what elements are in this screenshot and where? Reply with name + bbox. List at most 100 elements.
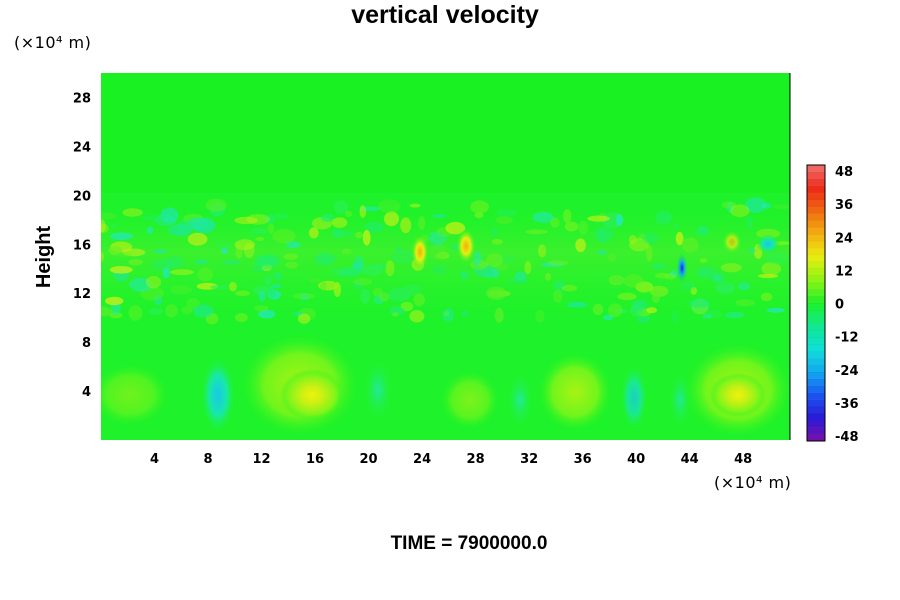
chart-title: vertical velocity [351,1,539,29]
turbulence-blob [748,247,756,254]
colorbar-swatch [807,344,825,352]
x-tick-label: 20 [360,452,378,467]
x-tick-label: 12 [252,452,270,467]
turbulence-blob [597,249,607,255]
turbulence-blob [629,238,649,252]
colorbar-swatch [807,206,825,214]
turbulence-blob [561,284,578,292]
colorbar-swatch [807,234,825,242]
turbulence-blob [332,229,345,238]
turbulence-blob [344,230,354,237]
turbulence-blob [746,216,753,229]
turbulence-blob [429,231,441,236]
turbulence-blob [258,309,276,319]
turbulent-band [101,200,790,330]
y-unit-label: (×10⁴ m) [14,33,91,52]
turbulence-blob [337,267,361,278]
turbulence-blob [266,285,276,299]
turbulence-blob [297,313,311,324]
colorbar-swatch [807,185,825,193]
turbulence-blob [483,272,499,278]
turbulence-blob [566,301,588,308]
colorbar-tick-label: 0 [835,298,844,313]
turbulence-blob [101,223,109,233]
turbulence-blob [766,307,785,313]
turbulence-blob [205,198,227,212]
colorbar-swatch [807,254,825,262]
colorbar-swatch [807,275,825,283]
turbulence-blob [443,310,450,317]
x-tick-label: 16 [306,452,324,467]
colorbar-tick-label: -12 [835,331,859,346]
turbulence-blob [435,251,450,260]
turbulence-blob [597,228,608,244]
turbulence-blob [153,249,168,254]
colorbar-tick-label: -24 [835,364,859,379]
turbulence-blob [378,199,401,214]
turbulence-blob [547,260,569,266]
turbulence-blob [445,221,466,235]
x-axis: 4 8 12 16 20 24 28 32 36 40 44 48 [150,452,752,467]
turbulence-blob [697,225,709,236]
turbulence-blob [355,231,363,239]
colorbar-tick-label: -48 [835,430,859,445]
turbulence-blobs [101,197,790,325]
colorbar-swatch [807,199,825,207]
colorbar-swatch [807,171,825,179]
turbulence-blob [197,267,213,282]
colorbar-swatch [807,303,825,311]
turbulence-blob [365,221,384,233]
turbulence-blob [616,213,623,226]
colorbar-swatch [807,385,825,393]
turbulence-blob [142,214,165,221]
colorbar-swatch [807,372,825,380]
turbulence-blob [391,249,415,264]
y-tick-label: 24 [73,140,91,155]
colorbar-swatch [807,213,825,221]
turbulence-blob [285,241,301,249]
turbulence-blob [532,211,554,223]
colorbar-swatch [807,316,825,324]
updraft-upper-3 [722,230,742,254]
turbulence-blob [128,259,143,266]
turbulence-blob [264,214,276,224]
turbulence-blob [333,282,341,297]
turbulence-blob [486,286,507,300]
turbulence-blob [234,239,256,251]
turbulence-blob [550,217,560,228]
plot-area [101,73,790,440]
x-tick-label: 36 [574,452,592,467]
turbulence-blob [535,309,545,323]
turbulence-blob [186,298,200,309]
turbulence-blob [544,272,551,281]
upper-field [101,73,790,193]
turbulence-blob [664,273,677,280]
turbulence-blob [193,259,209,265]
colorbar-swatch [807,165,825,173]
turbulence-blob [333,200,349,215]
turbulence-blob [110,232,133,240]
turbulence-blob [432,241,443,247]
turbulence-blob [608,274,625,286]
y-tick-label: 28 [73,91,91,106]
turbulence-blob [243,242,255,258]
turbulence-blob [564,221,579,232]
turbulence-blob [524,261,532,275]
turbulence-blob [101,212,117,220]
turbulence-blob [494,307,504,323]
x-tick-label: 4 [150,452,159,467]
turbulence-blob [101,219,106,233]
turbulence-blob [164,255,185,269]
colorbar-swatch [807,227,825,235]
turbulence-blob [341,248,352,255]
turbulence-blob [146,226,154,235]
turbulence-blob [251,228,268,234]
turbulence-blob [652,293,660,303]
turbulence-blob [646,307,658,314]
turbulence-blob [362,229,371,246]
updraft-cell-3 [537,352,613,432]
turbulence-blob [418,216,426,230]
turbulence-blob [165,304,178,318]
turbulence-blob [385,260,395,277]
turbulence-blob [345,210,353,217]
